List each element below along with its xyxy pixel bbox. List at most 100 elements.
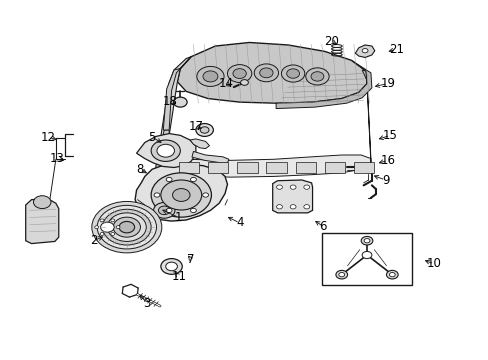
Text: 6: 6 — [319, 220, 326, 233]
Circle shape — [92, 202, 162, 253]
Polygon shape — [362, 70, 370, 164]
Text: 7: 7 — [187, 253, 194, 266]
Text: 13: 13 — [50, 152, 64, 165]
Polygon shape — [355, 45, 374, 58]
Bar — [322, 233, 411, 285]
Bar — [179, 162, 199, 173]
Circle shape — [157, 144, 174, 157]
Circle shape — [259, 68, 272, 78]
Circle shape — [101, 222, 114, 232]
Polygon shape — [156, 130, 169, 167]
Bar — [353, 162, 373, 173]
Circle shape — [303, 204, 309, 209]
Circle shape — [303, 185, 309, 189]
Circle shape — [113, 217, 140, 237]
Circle shape — [276, 185, 282, 189]
Circle shape — [286, 69, 299, 78]
Polygon shape — [276, 60, 371, 109]
Polygon shape — [156, 57, 191, 167]
Circle shape — [165, 262, 177, 271]
Circle shape — [310, 72, 323, 81]
Text: 12: 12 — [41, 131, 56, 144]
Circle shape — [232, 69, 246, 78]
Circle shape — [158, 206, 170, 215]
Circle shape — [202, 193, 208, 197]
Text: 20: 20 — [324, 35, 339, 48]
Polygon shape — [272, 180, 312, 213]
Polygon shape — [163, 57, 191, 130]
Text: 16: 16 — [380, 154, 395, 167]
Circle shape — [276, 204, 282, 209]
Text: 17: 17 — [188, 120, 203, 133]
Circle shape — [386, 270, 397, 279]
Circle shape — [190, 208, 196, 213]
Circle shape — [166, 177, 172, 182]
Circle shape — [151, 173, 211, 217]
Polygon shape — [136, 134, 196, 167]
Text: 11: 11 — [171, 270, 186, 283]
Circle shape — [102, 209, 151, 245]
Polygon shape — [177, 42, 366, 103]
Circle shape — [161, 180, 201, 210]
Text: 5: 5 — [148, 131, 156, 144]
Text: 21: 21 — [388, 43, 403, 56]
Circle shape — [100, 233, 104, 235]
Circle shape — [362, 251, 371, 258]
Circle shape — [33, 196, 51, 208]
Bar — [237, 162, 257, 173]
Text: 2: 2 — [90, 234, 97, 247]
Circle shape — [153, 203, 175, 218]
Circle shape — [151, 140, 180, 161]
Circle shape — [173, 97, 187, 107]
Text: 3: 3 — [143, 297, 151, 310]
Circle shape — [281, 65, 304, 82]
Circle shape — [100, 219, 104, 222]
Circle shape — [335, 270, 347, 279]
Polygon shape — [166, 155, 370, 177]
Bar — [324, 162, 345, 173]
Text: 18: 18 — [163, 95, 178, 108]
Polygon shape — [190, 139, 209, 149]
Circle shape — [154, 193, 160, 197]
Text: 15: 15 — [382, 129, 397, 142]
Circle shape — [289, 204, 295, 209]
Circle shape — [166, 208, 172, 213]
Text: 4: 4 — [235, 216, 243, 229]
Circle shape — [289, 185, 295, 189]
Circle shape — [388, 273, 394, 277]
Text: 8: 8 — [136, 163, 143, 176]
Bar — [266, 162, 286, 173]
Circle shape — [364, 239, 369, 243]
Circle shape — [97, 205, 156, 249]
Text: 9: 9 — [381, 174, 388, 186]
Circle shape — [190, 177, 196, 182]
Circle shape — [227, 64, 251, 82]
Circle shape — [111, 233, 115, 235]
Circle shape — [111, 219, 115, 222]
Circle shape — [240, 80, 248, 85]
Circle shape — [95, 226, 99, 229]
Text: 14: 14 — [219, 77, 234, 90]
Bar — [207, 162, 228, 173]
Circle shape — [161, 258, 182, 274]
Circle shape — [196, 123, 213, 136]
Polygon shape — [95, 216, 120, 238]
Circle shape — [361, 237, 372, 245]
Circle shape — [119, 221, 134, 233]
Bar — [295, 162, 315, 173]
Circle shape — [200, 127, 208, 133]
Circle shape — [203, 71, 218, 82]
Circle shape — [116, 226, 120, 229]
Text: 1: 1 — [175, 211, 182, 224]
Circle shape — [197, 66, 224, 86]
Text: 19: 19 — [380, 77, 395, 90]
Polygon shape — [26, 199, 59, 244]
Circle shape — [305, 68, 328, 85]
Circle shape — [254, 64, 278, 82]
Polygon shape — [135, 164, 227, 221]
Circle shape — [107, 213, 146, 242]
Polygon shape — [192, 152, 228, 163]
Text: 10: 10 — [426, 257, 441, 270]
Circle shape — [172, 189, 190, 202]
Circle shape — [362, 49, 367, 53]
